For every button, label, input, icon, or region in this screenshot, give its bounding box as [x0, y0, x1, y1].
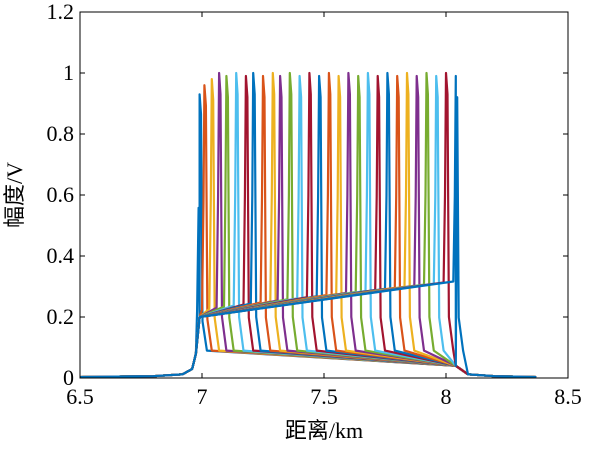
x-tick-label: 8	[441, 384, 452, 409]
y-tick-label: 1.2	[47, 0, 75, 24]
x-tick-label: 7	[197, 384, 208, 409]
y-tick-label: 0.8	[47, 121, 75, 146]
series-layer	[79, 71, 537, 379]
series-line-29	[79, 74, 537, 379]
series-line-14	[79, 71, 537, 379]
y-tick-label: 0.2	[47, 304, 75, 329]
x-tick-label: 7.5	[310, 384, 338, 409]
y-tick-label: 0.6	[47, 182, 75, 207]
ticks-layer: 6.5 7 7.5 8 8.5 0 0.2 0.4 0.6 0.8 1 1.2	[47, 0, 582, 409]
y-tick-label: 1	[63, 60, 74, 85]
y-tick-label: 0	[63, 365, 74, 390]
x-tick-label: 6.5	[66, 384, 94, 409]
plot-frame	[79, 11, 569, 379]
x-axis-label: 距离/km	[285, 418, 363, 443]
y-tick-label: 0.4	[47, 243, 75, 268]
y-axis-label: 幅度/V	[2, 162, 27, 228]
x-tick-label: 8.5	[554, 384, 582, 409]
